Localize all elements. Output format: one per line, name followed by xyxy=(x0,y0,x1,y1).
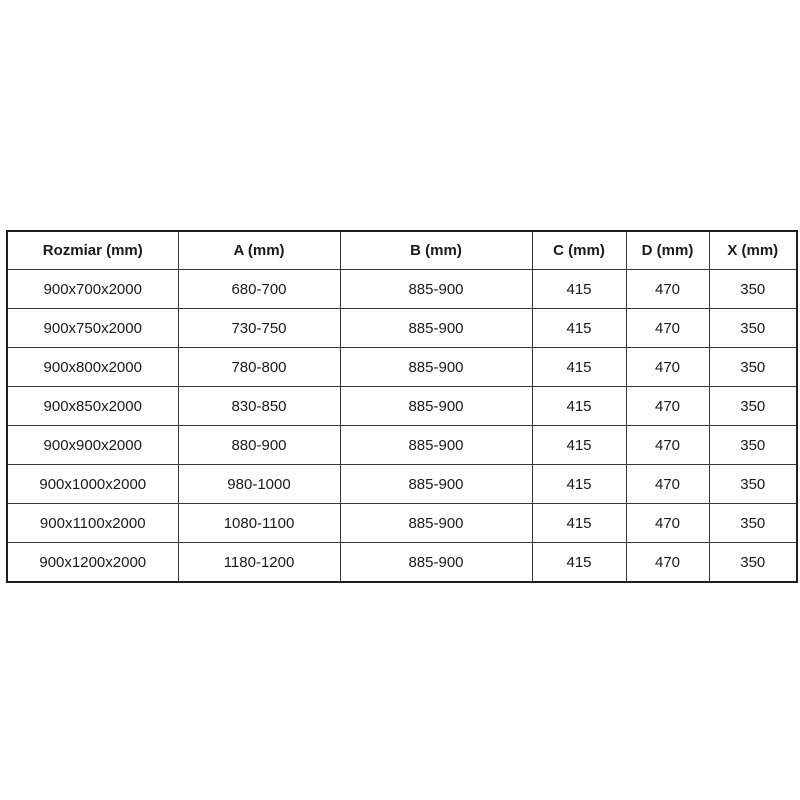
cell-c: 415 xyxy=(531,386,627,426)
size-spec-table: Rozmiar (mm) A (mm) B (mm) C (mm) D (mm)… xyxy=(6,230,798,583)
cell-d: 470 xyxy=(625,386,710,426)
column-header-a: A (mm) xyxy=(177,230,341,270)
cell-x: 350 xyxy=(708,425,798,465)
cell-a: 1080-1100 xyxy=(177,503,341,543)
cell-c: 415 xyxy=(531,503,627,543)
cell-a: 830-850 xyxy=(177,386,341,426)
cell-c: 415 xyxy=(531,308,627,348)
cell-x: 350 xyxy=(708,308,798,348)
cell-rozmiar: 900x1100x2000 xyxy=(6,503,179,543)
cell-rozmiar: 900x1000x2000 xyxy=(6,464,179,504)
cell-b: 885-900 xyxy=(339,308,533,348)
column-header-c: C (mm) xyxy=(531,230,627,270)
table-row: 900x750x2000 730-750 885-900 415 470 350 xyxy=(6,308,798,348)
cell-rozmiar: 900x850x2000 xyxy=(6,386,179,426)
cell-d: 470 xyxy=(625,503,710,543)
cell-x: 350 xyxy=(708,464,798,504)
cell-d: 470 xyxy=(625,425,710,465)
cell-rozmiar: 900x900x2000 xyxy=(6,425,179,465)
table-row: 900x1000x2000 980-1000 885-900 415 470 3… xyxy=(6,464,798,504)
cell-a: 730-750 xyxy=(177,308,341,348)
cell-b: 885-900 xyxy=(339,347,533,387)
cell-a: 880-900 xyxy=(177,425,341,465)
column-header-x: X (mm) xyxy=(708,230,798,270)
cell-d: 470 xyxy=(625,542,710,583)
cell-d: 470 xyxy=(625,464,710,504)
cell-c: 415 xyxy=(531,464,627,504)
table-row: 900x900x2000 880-900 885-900 415 470 350 xyxy=(6,425,798,465)
table-row: 900x700x2000 680-700 885-900 415 470 350 xyxy=(6,269,798,309)
cell-x: 350 xyxy=(708,542,798,583)
table-row: 900x800x2000 780-800 885-900 415 470 350 xyxy=(6,347,798,387)
cell-d: 470 xyxy=(625,308,710,348)
cell-x: 350 xyxy=(708,347,798,387)
cell-c: 415 xyxy=(531,425,627,465)
cell-rozmiar: 900x750x2000 xyxy=(6,308,179,348)
cell-c: 415 xyxy=(531,347,627,387)
cell-b: 885-900 xyxy=(339,542,533,583)
table-row: 900x1200x2000 1180-1200 885-900 415 470 … xyxy=(6,542,798,583)
cell-x: 350 xyxy=(708,503,798,543)
table-header-row: Rozmiar (mm) A (mm) B (mm) C (mm) D (mm)… xyxy=(6,230,798,270)
cell-x: 350 xyxy=(708,386,798,426)
table-row: 900x850x2000 830-850 885-900 415 470 350 xyxy=(6,386,798,426)
column-header-rozmiar: Rozmiar (mm) xyxy=(6,230,179,270)
cell-rozmiar: 900x800x2000 xyxy=(6,347,179,387)
cell-b: 885-900 xyxy=(339,503,533,543)
column-header-b: B (mm) xyxy=(339,230,533,270)
cell-b: 885-900 xyxy=(339,386,533,426)
cell-a: 980-1000 xyxy=(177,464,341,504)
cell-c: 415 xyxy=(531,542,627,583)
cell-a: 680-700 xyxy=(177,269,341,309)
cell-b: 885-900 xyxy=(339,269,533,309)
table-row: 900x1100x2000 1080-1100 885-900 415 470 … xyxy=(6,503,798,543)
cell-d: 470 xyxy=(625,269,710,309)
cell-d: 470 xyxy=(625,347,710,387)
cell-b: 885-900 xyxy=(339,464,533,504)
cell-c: 415 xyxy=(531,269,627,309)
column-header-d: D (mm) xyxy=(625,230,710,270)
cell-b: 885-900 xyxy=(339,425,533,465)
cell-a: 1180-1200 xyxy=(177,542,341,583)
cell-rozmiar: 900x700x2000 xyxy=(6,269,179,309)
cell-rozmiar: 900x1200x2000 xyxy=(6,542,179,583)
cell-a: 780-800 xyxy=(177,347,341,387)
cell-x: 350 xyxy=(708,269,798,309)
